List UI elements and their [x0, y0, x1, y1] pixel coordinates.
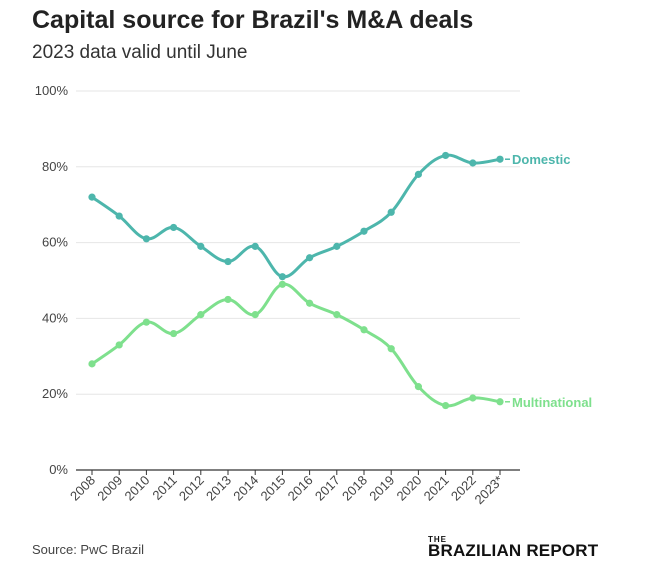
domestic-point [115, 212, 123, 220]
brand-logo: THE BRAZILIAN REPORT [428, 535, 618, 565]
domestic-point [469, 159, 477, 167]
x-tick-label: 2015 [257, 473, 288, 504]
y-axis: 0% 20% 40% 60% 80% 100% [35, 83, 69, 477]
domestic-point [170, 223, 178, 232]
multinational-point [115, 341, 123, 349]
multinational-point [496, 398, 504, 406]
y-tick-label: 20% [42, 386, 68, 401]
x-tick-label: 2023* [471, 473, 506, 508]
multinational-point [142, 318, 150, 326]
x-tick-label: 2010 [121, 473, 152, 504]
multinational-point [170, 329, 178, 338]
domestic-point [496, 155, 504, 163]
x-tick-label: 2017 [312, 473, 343, 504]
y-tick-label: 60% [42, 235, 68, 250]
domestic-point [197, 242, 205, 250]
logo-prefix: THE [428, 535, 447, 544]
domestic-point [360, 227, 368, 235]
x-tick-label: 2016 [285, 473, 316, 504]
y-tick-label: 40% [42, 310, 68, 325]
domestic-point [142, 235, 150, 243]
multinational-point [251, 311, 259, 319]
domestic-line [90, 153, 502, 279]
y-tick-label: 80% [42, 159, 68, 174]
source-note: Source: PwC Brazil [32, 542, 144, 557]
multinational-point [442, 401, 450, 410]
multinational-point [224, 295, 232, 304]
domestic-point [224, 257, 232, 266]
y-tick-label: 100% [35, 83, 69, 98]
multinational-series-label: Multinational [512, 395, 592, 410]
multinational-point [414, 383, 422, 391]
x-tick-label: 2019 [366, 473, 397, 504]
x-tick-label: 2008 [67, 473, 98, 504]
multinational-line [90, 282, 502, 408]
domestic-series-label: Domestic [512, 152, 571, 167]
multinational-point [278, 280, 286, 288]
multinational-point [88, 360, 96, 368]
x-tick-label: 2014 [230, 473, 261, 504]
x-tick-label: 2018 [339, 473, 370, 504]
domestic-point [88, 193, 96, 201]
x-tick-label: 2012 [176, 473, 207, 504]
domestic-point [414, 170, 422, 178]
multinational-point [387, 345, 395, 353]
gridlines [76, 90, 520, 471]
x-tick-label: 2009 [94, 473, 125, 504]
x-tick-label: 2011 [149, 473, 179, 503]
x-tick-label: 2021 [421, 473, 452, 504]
chart-subtitle: 2023 data valid until June [32, 42, 248, 63]
logo-name: BRAZILIAN REPORT [428, 541, 599, 560]
multinational-point [306, 299, 314, 307]
multinational-point [333, 311, 341, 319]
domestic-point [278, 273, 286, 281]
chart-title: Capital source for Brazil's M&A deals [32, 6, 474, 34]
multinational-point [469, 394, 477, 402]
domestic-point [306, 254, 314, 262]
line-chart: 0%20%40%60%80%100% 200820092010201120122… [35, 83, 592, 507]
y-tick-label: 0% [49, 462, 68, 477]
domestic-point [387, 208, 395, 216]
multinational-point [360, 326, 368, 334]
x-axis: 2008200920102011201220132014201520162017… [67, 470, 506, 507]
series-lines: Domestic Multinational [88, 151, 592, 410]
domestic-point [333, 242, 341, 250]
x-tick-label: 2020 [393, 473, 424, 504]
x-tick-label: 2013 [203, 473, 234, 504]
domestic-point [442, 151, 450, 160]
multinational-point [197, 311, 205, 319]
domestic-point [251, 242, 259, 250]
